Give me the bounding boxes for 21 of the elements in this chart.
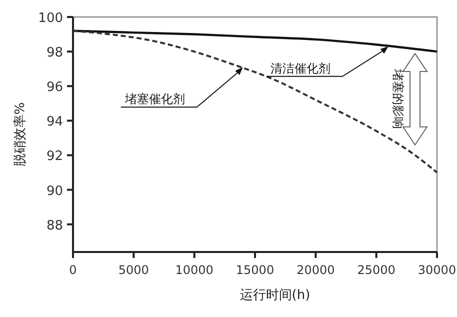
x-tick-label: 20000 (296, 263, 335, 277)
y-tick-label: 98 (46, 46, 63, 61)
x-tick-label: 15000 (236, 263, 274, 277)
y-axis-title: 脱硝效率% (12, 102, 28, 167)
y-tick-label: 96 (46, 80, 63, 96)
x-tick-label: 25000 (357, 263, 396, 277)
x-tick-label: 0 (69, 263, 77, 277)
line-series (72, 30, 438, 174)
y-tick-label: 90 (46, 184, 63, 199)
annotation: 清洁催化剂 (270, 61, 330, 76)
y-tick-label: 88 (46, 218, 63, 234)
x-tick-label: 5000 (118, 263, 149, 277)
x-tick-label: 10000 (175, 263, 214, 277)
y-tick-label: 100 (38, 11, 63, 26)
x-tick-label: 30000 (418, 263, 456, 277)
x-axis-title: 运行时间(h) (240, 288, 310, 303)
annotation: 堵塞的影响 (391, 68, 405, 130)
annotation: 堵塞催化剂 (124, 92, 185, 106)
line-series (72, 30, 438, 53)
y-tick-label: 94 (46, 114, 63, 130)
y-tick-label: 92 (46, 149, 63, 164)
